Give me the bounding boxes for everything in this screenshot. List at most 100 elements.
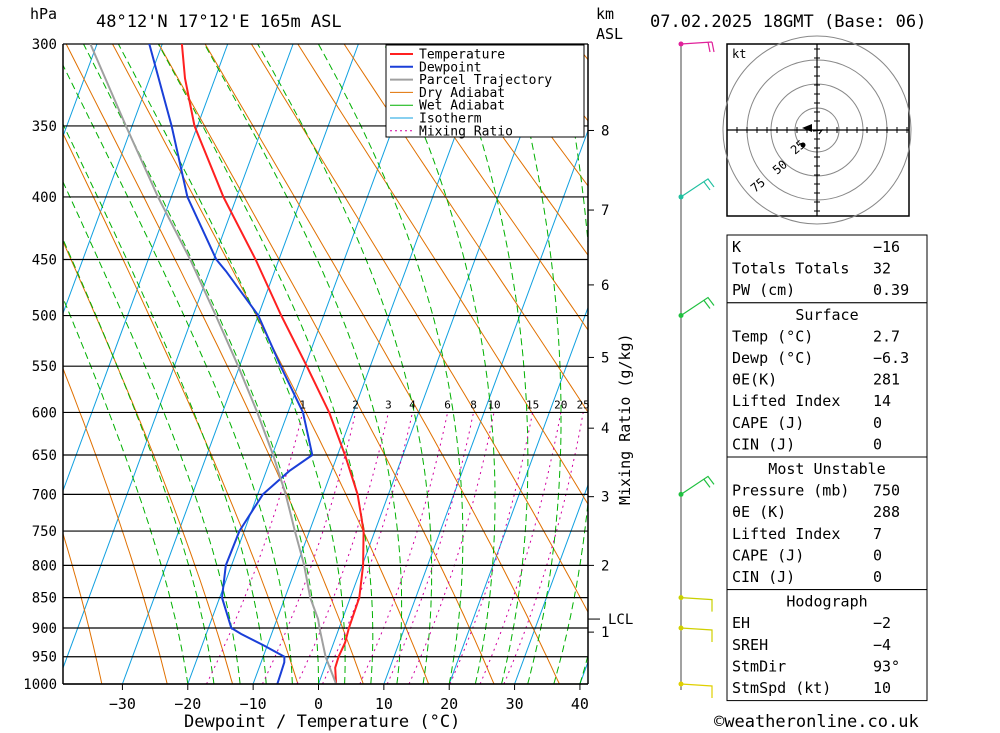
stat-label: Temp (°C) (732, 327, 813, 345)
wet-adiabat (157, 44, 374, 684)
km-tick-label: 3 (601, 490, 609, 506)
stats-box (726, 589, 928, 702)
wind-barb (680, 178, 715, 198)
wet-adiabat (63, 64, 293, 684)
wind-barb (680, 683, 713, 698)
mixing-ratio-label: 4 (409, 399, 416, 412)
stat-label: K (732, 238, 741, 256)
pressure-tick-label: 950 (32, 650, 57, 666)
temperature-line (180, 44, 365, 684)
km-tick-label: 2 (601, 558, 609, 574)
pressure-tick-label: 300 (32, 37, 57, 53)
stat-label: CIN (J) (732, 568, 795, 586)
stat-label: SREH (732, 636, 768, 654)
stat-label: Lifted Index (732, 525, 840, 543)
stat-value: 0.39 (873, 281, 909, 299)
x-tick-label: 0 (314, 695, 323, 713)
mixing-ratio-label: 1 (299, 399, 306, 412)
mixing-ratio-line (386, 412, 474, 684)
wet-adiabat (507, 44, 562, 684)
lcl-label: LCL (608, 612, 633, 628)
km-tick-label: 6 (601, 278, 609, 294)
stat-value: −2 (873, 614, 891, 632)
pressure-tick-label: 550 (32, 359, 57, 375)
stat-value: 0 (873, 414, 882, 432)
isotherm (63, 44, 294, 670)
dewpoint-line (148, 44, 314, 684)
stat-value: 14 (873, 392, 891, 410)
legend-label: Isotherm (419, 112, 482, 127)
mixing-ratio-label: 6 (444, 399, 451, 412)
km-tick-label: 4 (601, 421, 609, 437)
profiles (89, 44, 365, 684)
parcel-trajectory-line (89, 44, 338, 684)
stats-box (726, 234, 928, 304)
mixing-ratio-label: 15 (526, 399, 539, 412)
stat-label: CIN (J) (732, 435, 795, 453)
stat-label: EH (732, 614, 750, 632)
hodograph-trace (812, 129, 824, 135)
dry-adiabat (946, 44, 1000, 684)
wet-adiabat (317, 44, 464, 684)
isotherm (448, 306, 588, 684)
wet-adiabat (383, 44, 496, 684)
isotherm (63, 44, 163, 315)
stat-value: 0 (873, 435, 882, 453)
stat-label: θE(K) (732, 371, 777, 389)
pressure-tick-label: 350 (32, 119, 57, 135)
pressure-tick-label: 450 (32, 253, 57, 269)
wet-adiabat (203, 44, 403, 684)
x-axis-title: Dewpoint / Temperature (°C) (184, 712, 460, 732)
wind-barb (680, 296, 715, 317)
x-tick-label: 30 (506, 695, 524, 713)
stat-value: 0 (873, 546, 882, 564)
x-tick-label: 20 (440, 695, 458, 713)
legend-label: Wet Adiabat (419, 99, 505, 114)
stat-label: Pressure (mb) (732, 482, 849, 500)
site-credit: ©weatheronline.co.uk (714, 712, 919, 732)
wind-barb (680, 475, 715, 495)
dry-adiabat (343, 44, 588, 414)
stat-value: 2.7 (873, 327, 900, 345)
stats-box-title: Most Unstable (768, 460, 885, 478)
km-tick-label: 5 (601, 350, 609, 366)
hodograph-arrow (802, 124, 812, 132)
stat-label: Totals Totals (732, 260, 849, 278)
location-title: 48°12'N 17°12'E 165m ASL (96, 12, 342, 32)
axes: 1 2 3 4 6 8 10 15 20 25 −30 −20 −10 0 10 20 30 40 1 2 3 4 5 6 7 8… (109, 124, 633, 714)
mixing-ratio-axis-title: Mixing Ratio (g/kg) (616, 333, 634, 505)
hodograph-ring (722, 35, 912, 225)
stat-value: 288 (873, 503, 900, 521)
stat-label: StmSpd (kt) (732, 679, 831, 697)
pressure-tick-label: 900 (32, 621, 57, 637)
stat-value: 32 (873, 260, 891, 278)
legend-label: Dry Adiabat (419, 86, 505, 101)
stats-box-title: Surface (795, 306, 858, 324)
dry-adiabat (436, 44, 588, 256)
hodograph-storm-motion (800, 142, 806, 148)
wind-profile (678, 41, 715, 698)
datetime-label: 07.02.2025 18GMT (Base: 06) (650, 12, 926, 32)
km-tick-label: 8 (601, 124, 609, 140)
pressure-tick-label: 750 (32, 524, 57, 540)
mixing-ratio-label: 8 (470, 399, 477, 412)
mixing-ratio-line (296, 412, 389, 684)
x-tick-label: −20 (174, 695, 201, 713)
dry-adiabat (63, 132, 299, 684)
mixing-ratio-label: 20 (554, 399, 567, 412)
pressure-tick-label: 500 (32, 309, 57, 325)
pressure-tick-label: 600 (32, 406, 57, 422)
stat-label: Lifted Index (732, 392, 840, 410)
wet-adiabat (117, 44, 346, 684)
x-tick-label: 10 (375, 695, 393, 713)
stat-value: −6.3 (873, 349, 909, 367)
dry-adiabat (389, 44, 588, 331)
stats-box-title: Hodograph (786, 593, 867, 611)
isotherm (63, 44, 229, 493)
stats-box (726, 302, 928, 458)
x-tick-label: −30 (109, 695, 136, 713)
stat-value: 7 (873, 525, 882, 543)
